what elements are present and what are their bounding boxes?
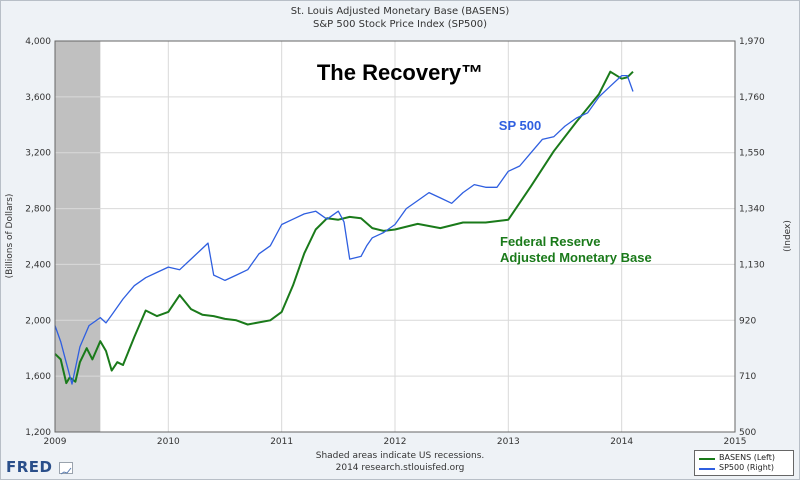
right-axis-label: (Index) — [783, 220, 793, 252]
annotation-fed-line2: Adjusted Monetary Base — [500, 250, 652, 265]
right-tick-label: 1,130 — [739, 260, 765, 270]
x-tick-label: 2009 — [44, 437, 67, 447]
x-tick-label: 2014 — [610, 437, 633, 447]
legend-label-sp500: SP500 (Right) — [719, 463, 775, 472]
left-tick-label: 2,400 — [25, 260, 51, 270]
x-tick-label: 2011 — [270, 437, 293, 447]
left-tick-label: 3,200 — [25, 149, 51, 159]
legend-label-basens: BASENS (Left) — [719, 453, 775, 462]
left-tick-label: 2,800 — [25, 205, 51, 215]
left-tick-label: 1,600 — [25, 372, 51, 382]
source-note: 2014 research.stlouisfed.org — [335, 463, 465, 473]
fred-logo[interactable]: FRED — [6, 458, 53, 476]
fred-chart-icon — [59, 462, 73, 475]
plot-border — [54, 40, 736, 433]
x-tick-label: 2015 — [724, 437, 747, 447]
right-tick-label: 1,760 — [739, 93, 765, 103]
series-line-sp500 — [54, 74, 634, 385]
right-tick-label: 920 — [739, 316, 756, 326]
left-tick-label: 3,600 — [25, 93, 51, 103]
x-tick-label: 2013 — [497, 437, 520, 447]
series-lines — [54, 70, 634, 385]
right-tick-label: 1,970 — [739, 37, 765, 47]
legend-swatch-sp500 — [699, 468, 715, 470]
x-tick-label: 2012 — [384, 437, 407, 447]
annotation-fed-line1: Federal Reserve — [500, 234, 600, 249]
recession-note: Shaded areas indicate US recessions. — [315, 451, 485, 461]
left-axis-label: (Billions of Dollars) — [5, 194, 15, 279]
right-tick-label: 1,550 — [739, 149, 765, 159]
series-line-basens — [54, 70, 634, 385]
x-tick-label: 2010 — [157, 437, 180, 447]
chart-title-line1: St. Louis Adjusted Monetary Base (BASENS… — [290, 6, 510, 17]
chart-title-line2: S&P 500 Stock Price Index (SP500) — [312, 19, 488, 30]
left-tick-label: 4,000 — [25, 37, 51, 47]
right-tick-label: 500 — [739, 428, 756, 438]
right-tick-label: 1,340 — [739, 205, 765, 215]
left-tick-label: 1,200 — [25, 428, 51, 438]
tick-labels: 1,200 500 1,600 710 2,000 920 2,400 1,130 2,800 1… — [25, 37, 765, 447]
annotation-sp500: SP 500 — [499, 118, 541, 133]
gridlines — [55, 41, 735, 432]
legend-swatch-basens — [699, 458, 715, 460]
big-title: The Recovery™ — [317, 60, 483, 85]
legend: BASENS (Left) SP500 (Right) — [694, 450, 794, 476]
left-tick-label: 2,000 — [25, 316, 51, 326]
right-tick-label: 710 — [739, 372, 756, 382]
